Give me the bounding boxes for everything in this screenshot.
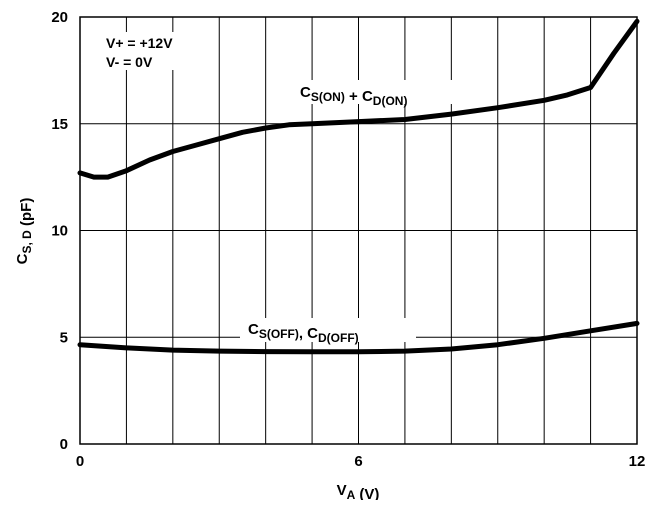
series-label-off: CS(OFF), CD(OFF) (240, 318, 416, 345)
conditions-box: V+ = +12V V- = 0V (102, 32, 190, 70)
x-tick-label: 0 (76, 453, 84, 470)
y-tick-label: 10 (51, 223, 68, 240)
y-tick-label: 15 (51, 116, 68, 133)
y-ticks: 0 5 10 15 20 (51, 9, 68, 453)
y-axis-label: CS, D (pF) (14, 198, 35, 265)
y-tick-label: 0 (60, 436, 68, 453)
condition-vminus: V- = 0V (106, 54, 153, 70)
x-tick-label: 12 (629, 453, 646, 470)
series-label-on: CS(ON) + CD(ON) (292, 80, 452, 108)
x-ticks: 0 6 12 (76, 453, 646, 470)
y-tick-label: 5 (60, 329, 68, 346)
y-tick-label: 20 (51, 9, 68, 26)
x-tick-label: 6 (354, 453, 362, 470)
x-axis-label: VA (V) (337, 482, 380, 500)
condition-vplus: V+ = +12V (106, 35, 173, 51)
